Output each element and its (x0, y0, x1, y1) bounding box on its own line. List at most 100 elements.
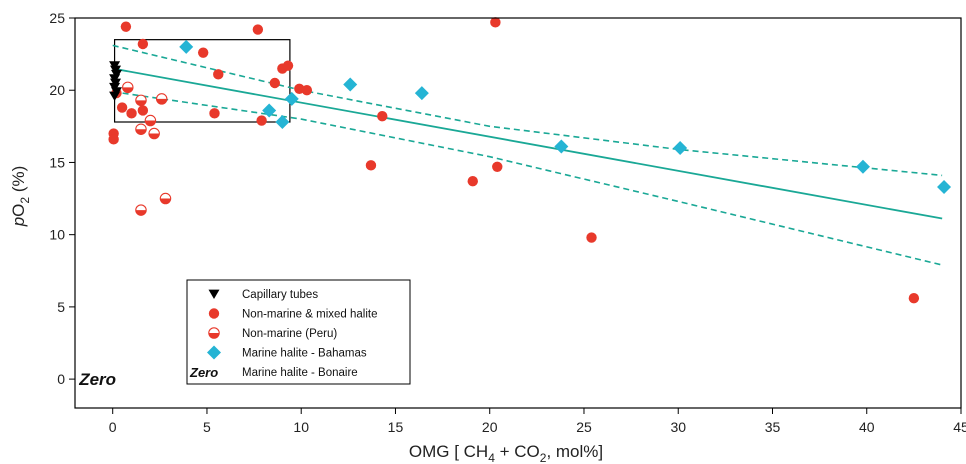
point-bahamas (179, 39, 194, 54)
x-tick-label: 45 (953, 419, 966, 435)
point-nonmarine (586, 232, 597, 243)
legend-label: Capillary tubes (242, 289, 318, 301)
point-bahamas (343, 77, 358, 92)
x-axis-title-sub: 2 (540, 451, 547, 464)
y-tick-label: 5 (57, 299, 65, 315)
point-peru-fill (135, 210, 147, 216)
point-nonmarine (197, 47, 209, 58)
point-peru-fill (156, 98, 167, 105)
point-peru (155, 93, 168, 105)
plot-frame (74, 17, 962, 409)
x-tick-label: 10 (293, 419, 309, 435)
y-tick-label: 25 (49, 10, 65, 26)
point-nonmarine (120, 21, 132, 32)
confidence-band-lower (112, 90, 943, 266)
x-tick-label: 0 (109, 419, 117, 435)
point-nonmarine (137, 38, 149, 50)
axes: 0 5 10 15 20 25 30 35 40 45 0 5 10 15 20 25 (49, 10, 966, 435)
legend-label: Marine halite - Bahamas (242, 348, 367, 360)
y-axis-title-sub: 2 (18, 197, 32, 204)
x-axis-title-part: + CO (495, 442, 540, 461)
point-peru-fill (122, 87, 133, 93)
y-tick-label: 0 (57, 371, 65, 387)
point-nonmarine (213, 69, 224, 80)
point-peru-fill (148, 133, 160, 139)
point-nonmarine (377, 111, 388, 122)
legend-symbol-fill (208, 333, 220, 339)
point-peru-fill (145, 120, 156, 126)
point-bahamas (262, 103, 277, 118)
y-tick-label: 10 (49, 227, 65, 243)
x-axis-title-part: OMG [ CH (409, 442, 488, 461)
legend-item-bonaire: Zero Marine halite - Bonaire (189, 365, 358, 380)
legend-item-capillary: Capillary tubes (208, 289, 318, 301)
x-tick-label: 15 (388, 419, 404, 435)
point-peru (135, 123, 147, 135)
point-capillary (109, 91, 121, 101)
point-bahamas (937, 180, 952, 194)
y-tick-label: 20 (49, 82, 65, 98)
x-axis-title: OMG [ CH4 + CO2, mol%] (409, 442, 603, 464)
x-axis-title-sub: 4 (488, 451, 495, 464)
x-tick-label: 5 (203, 419, 211, 435)
confidence-band-upper (112, 44, 943, 177)
legend-symbol (208, 289, 220, 299)
point-bahamas (275, 115, 290, 129)
point-peru-fill (160, 198, 171, 204)
point-peru (159, 192, 172, 205)
point-bonaire: Zero (78, 370, 116, 389)
point-nonmarine (490, 17, 501, 28)
point-peru-fill (135, 100, 147, 106)
x-tick-label: 20 (482, 419, 498, 435)
x-tick-label: 30 (670, 419, 686, 435)
point-nonmarine (282, 60, 294, 71)
y-tick-label: 15 (49, 154, 65, 170)
plot-area: Zero (78, 17, 952, 389)
regression-line (112, 67, 943, 220)
legend-label: Non-marine & mixed halite (242, 309, 378, 321)
point-bahamas (414, 86, 429, 101)
point-nonmarine (108, 134, 119, 145)
y-axis-title-italic: p (9, 217, 28, 227)
point-nonmarine (256, 115, 267, 126)
legend: Capillary tubes Non-marine & mixed halite… (186, 279, 411, 385)
point-peru (135, 204, 147, 216)
point-peru (122, 81, 134, 94)
point-nonmarine (116, 102, 128, 113)
legend-label: Marine halite - Bonaire (242, 367, 358, 379)
point-nonmarine (492, 161, 503, 172)
point-peru (135, 94, 147, 107)
legend-label: Non-marine (Peru) (242, 328, 337, 340)
y-axis-title: pO2 (%) (9, 166, 32, 228)
point-bahamas (554, 139, 569, 154)
legend-item-nonmarine: Non-marine & mixed halite (208, 308, 378, 321)
legend-symbol (207, 345, 221, 360)
legend-symbol-text: Zero (189, 365, 218, 380)
point-nonmarine (908, 293, 920, 304)
point-bahamas (855, 159, 870, 174)
legend-symbol (208, 327, 220, 339)
point-bahamas (284, 91, 299, 106)
y-axis-title-part: O (9, 204, 28, 217)
point-nonmarine (209, 108, 220, 119)
legend-symbol (208, 308, 220, 319)
point-peru (148, 127, 160, 140)
point-bahamas (673, 141, 688, 155)
x-axis-title-part: , mol%] (546, 442, 603, 461)
point-nonmarine (301, 85, 313, 96)
y-axis-title-part: (%) (9, 166, 28, 197)
legend-item-bahamas: Marine halite - Bahamas (207, 345, 367, 360)
point-peru (144, 114, 157, 127)
point-nonmarine (467, 176, 478, 187)
point-nonmarine (365, 160, 377, 171)
point-nonmarine (126, 108, 137, 119)
x-tick-label: 40 (859, 419, 875, 435)
legend-item-peru: Non-marine (Peru) (208, 327, 337, 340)
point-nonmarine (269, 77, 281, 89)
point-peru-fill (135, 129, 147, 135)
x-tick-label: 25 (576, 419, 592, 435)
point-nonmarine (137, 105, 149, 116)
x-tick-label: 35 (765, 419, 781, 435)
legend-box (186, 279, 411, 385)
